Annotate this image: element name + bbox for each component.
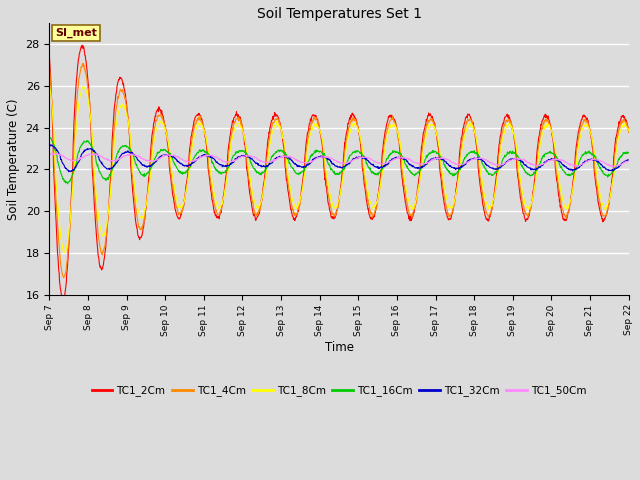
TC1_50Cm xyxy=(524,160,531,166)
TC1_50Cm xyxy=(573,163,581,168)
Text: SI_met: SI_met xyxy=(55,28,97,38)
TC1_8Cm xyxy=(61,250,69,256)
TC1_16Cm xyxy=(46,135,54,141)
TC1_50Cm xyxy=(52,150,60,156)
Line: TC1_16Cm: TC1_16Cm xyxy=(49,138,628,184)
Line: TC1_32Cm: TC1_32Cm xyxy=(49,145,628,172)
TC1_32Cm xyxy=(429,156,436,162)
TC1_8Cm xyxy=(428,122,436,128)
TC1_2Cm xyxy=(59,300,67,305)
TC1_2Cm xyxy=(174,216,182,221)
Y-axis label: Soil Temperature (C): Soil Temperature (C) xyxy=(7,98,20,220)
Title: Soil Temperatures Set 1: Soil Temperatures Set 1 xyxy=(257,7,422,21)
TC1_32Cm xyxy=(524,165,532,170)
TC1_8Cm xyxy=(287,191,295,196)
TC1_8Cm xyxy=(45,81,53,87)
Line: TC1_4Cm: TC1_4Cm xyxy=(49,63,628,278)
TC1_32Cm xyxy=(625,157,632,163)
TC1_50Cm xyxy=(609,164,617,169)
TC1_16Cm xyxy=(174,167,182,173)
TC1_4Cm xyxy=(60,275,67,281)
TC1_4Cm xyxy=(45,67,53,72)
TC1_50Cm xyxy=(625,158,632,164)
Line: TC1_8Cm: TC1_8Cm xyxy=(49,84,628,253)
TC1_4Cm xyxy=(429,119,436,124)
TC1_32Cm xyxy=(288,158,296,164)
TC1_2Cm xyxy=(45,55,53,60)
TC1_4Cm xyxy=(288,202,296,208)
TC1_4Cm xyxy=(174,209,182,215)
TC1_4Cm xyxy=(274,116,282,121)
TC1_50Cm xyxy=(428,157,436,163)
TC1_16Cm xyxy=(524,172,532,178)
TC1_50Cm xyxy=(273,156,281,161)
TC1_32Cm xyxy=(47,142,54,148)
TC1_50Cm xyxy=(174,154,182,160)
TC1_8Cm xyxy=(573,148,581,154)
TC1_2Cm xyxy=(574,133,582,139)
TC1_16Cm xyxy=(625,150,632,156)
TC1_2Cm xyxy=(78,42,86,48)
Line: TC1_2Cm: TC1_2Cm xyxy=(49,45,628,302)
TC1_8Cm xyxy=(273,121,281,127)
TC1_4Cm xyxy=(524,214,532,219)
TC1_16Cm xyxy=(574,163,582,168)
TC1_32Cm xyxy=(174,159,182,165)
TC1_8Cm xyxy=(174,200,182,205)
TC1_32Cm xyxy=(574,165,582,171)
TC1_32Cm xyxy=(274,155,282,160)
TC1_8Cm xyxy=(524,206,531,212)
TC1_32Cm xyxy=(65,169,72,175)
TC1_4Cm xyxy=(574,140,582,146)
TC1_50Cm xyxy=(45,151,53,157)
Legend: TC1_2Cm, TC1_4Cm, TC1_8Cm, TC1_16Cm, TC1_32Cm, TC1_50Cm: TC1_2Cm, TC1_4Cm, TC1_8Cm, TC1_16Cm, TC1… xyxy=(87,381,591,400)
TC1_16Cm xyxy=(64,181,72,187)
TC1_16Cm xyxy=(274,148,282,154)
TC1_4Cm xyxy=(625,130,632,135)
TC1_4Cm xyxy=(79,60,87,66)
X-axis label: Time: Time xyxy=(324,341,353,354)
TC1_2Cm xyxy=(288,210,296,216)
TC1_2Cm xyxy=(625,128,632,133)
TC1_16Cm xyxy=(45,135,53,141)
TC1_2Cm xyxy=(274,113,282,119)
TC1_16Cm xyxy=(288,164,296,170)
TC1_50Cm xyxy=(287,155,295,160)
TC1_16Cm xyxy=(429,148,436,154)
TC1_2Cm xyxy=(429,116,436,122)
TC1_8Cm xyxy=(625,128,632,133)
TC1_2Cm xyxy=(524,216,532,221)
TC1_32Cm xyxy=(45,144,53,149)
Line: TC1_50Cm: TC1_50Cm xyxy=(49,153,628,167)
